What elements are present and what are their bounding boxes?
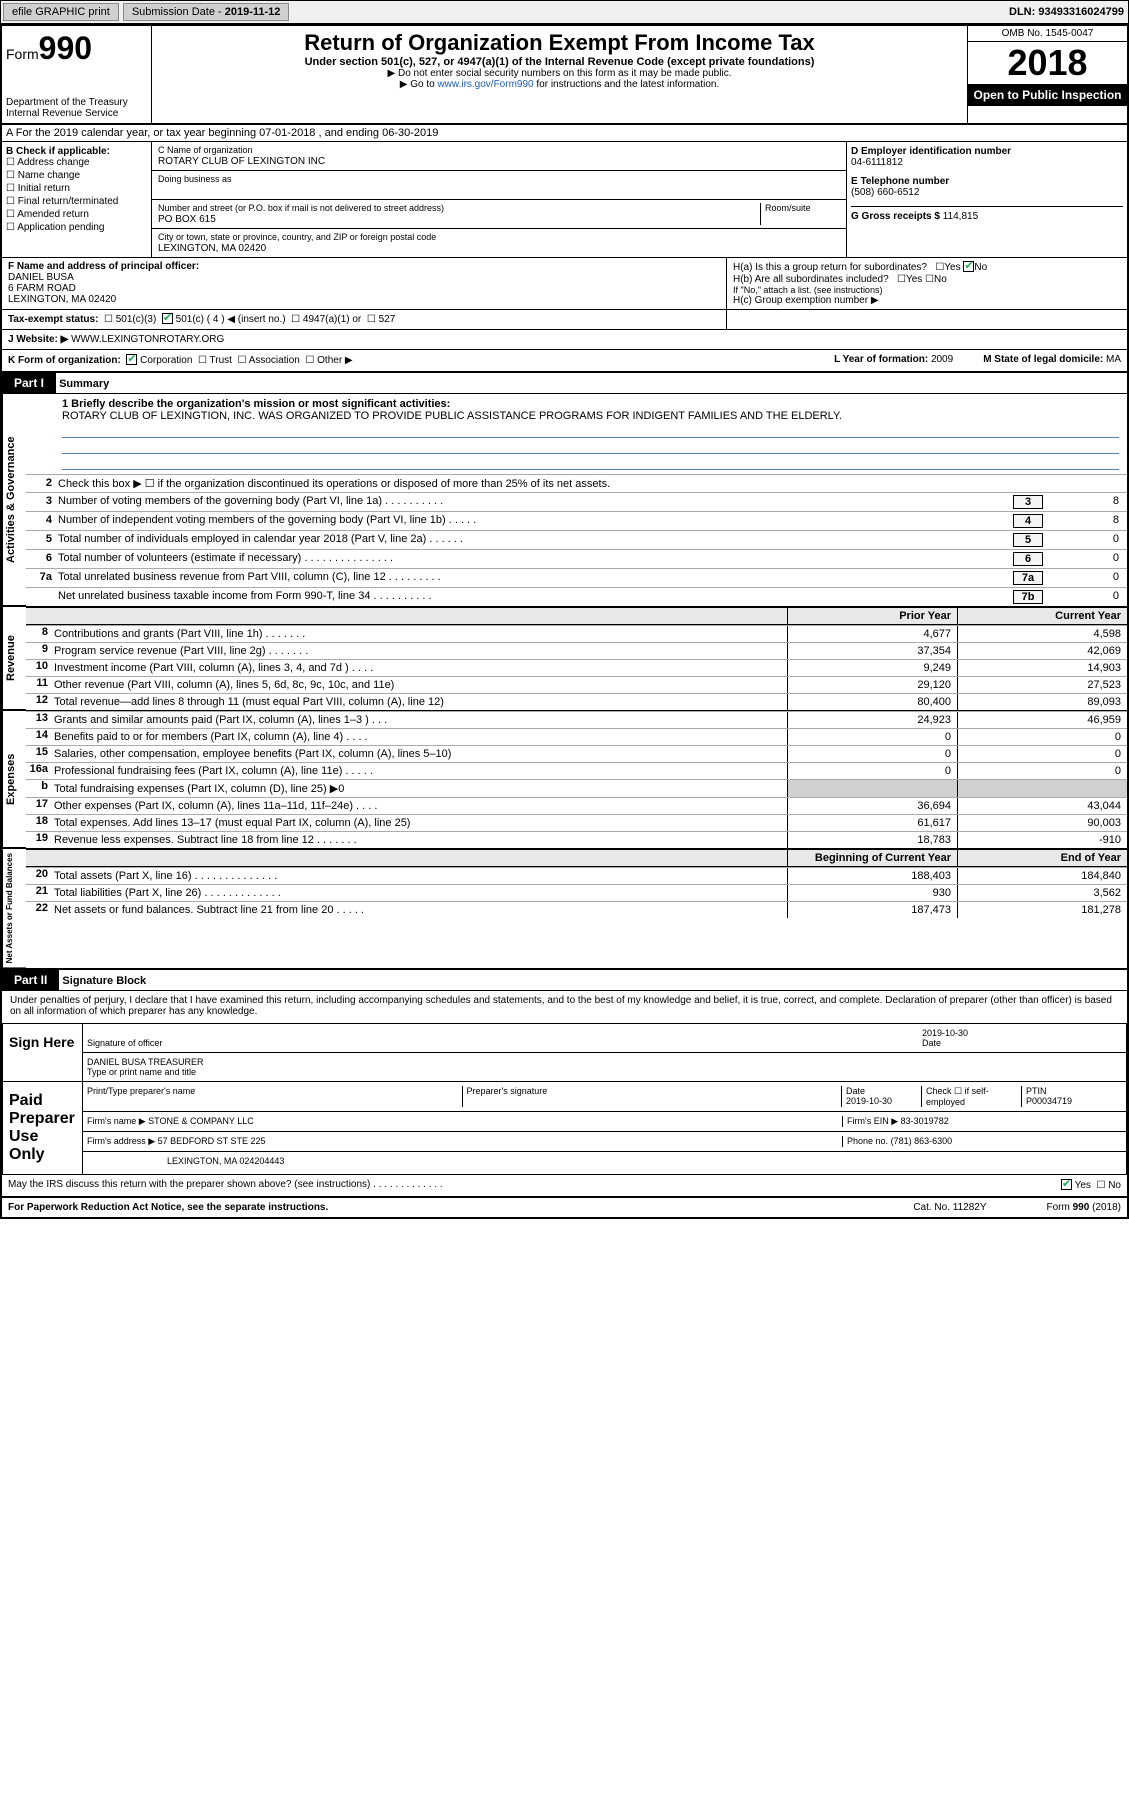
chk-name-change[interactable]: ☐ Name change [6, 170, 147, 181]
gov-line: 7aTotal unrelated business revenue from … [26, 568, 1127, 587]
signer-name: DANIEL BUSA TREASURER [87, 1057, 204, 1067]
row-fh: F Name and address of principal officer:… [2, 258, 1127, 310]
ha-no-checkbox[interactable] [963, 261, 974, 272]
data-line: 20Total assets (Part X, line 16) . . . .… [26, 867, 1127, 884]
data-line: 19Revenue less expenses. Subtract line 1… [26, 831, 1127, 848]
row-i: Tax-exempt status: ☐ 501(c)(3) 501(c) ( … [2, 310, 1127, 330]
form-number: Form990 [6, 30, 147, 67]
501c4-checkbox[interactable] [162, 313, 173, 324]
org-street: PO BOX 615 [158, 214, 216, 225]
sign-here-block: Sign Here Signature of officer2019-10-30… [2, 1023, 1127, 1082]
firm-ein: 83-3019782 [901, 1116, 949, 1126]
summary-section: Activities & Governance 1 Briefly descri… [2, 394, 1127, 606]
paid-preparer-block: Paid Preparer Use Only Print/Type prepar… [2, 1082, 1127, 1175]
phone: (508) 660-6512 [851, 187, 919, 198]
data-line: 17Other expenses (Part IX, column (A), l… [26, 797, 1127, 814]
sig-declaration: Under penalties of perjury, I declare th… [2, 991, 1127, 1021]
ein: 04-6111812 [851, 157, 903, 168]
open-public-badge: Open to Public Inspection [968, 84, 1127, 106]
firm-name: STONE & COMPANY LLC [148, 1116, 254, 1126]
data-line: 8Contributions and grants (Part VIII, li… [26, 625, 1127, 642]
ptin: P00034719 [1026, 1096, 1072, 1106]
chk-amended[interactable]: ☐ Amended return [6, 209, 147, 220]
efile-topbar: efile GRAPHIC print Submission Date - 20… [0, 0, 1129, 24]
ssn-note: ▶ Do not enter social security numbers o… [156, 68, 963, 79]
goto-note: ▶ Go to www.irs.gov/Form990 for instruct… [156, 79, 963, 90]
vtab-netassets: Net Assets or Fund Balances [2, 849, 26, 968]
dln: DLN: 93493316024799 [1009, 6, 1128, 18]
mission-text: ROTARY CLUB OF LEXINGTION, INC. WAS ORGA… [62, 410, 842, 422]
gov-line: Net unrelated business taxable income fr… [26, 587, 1127, 606]
omb-number: OMB No. 1545-0047 [968, 26, 1127, 42]
form-subtitle: Under section 501(c), 527, or 4947(a)(1)… [156, 56, 963, 68]
form990-link[interactable]: www.irs.gov/Form990 [437, 79, 533, 90]
chk-initial-return[interactable]: ☐ Initial return [6, 183, 147, 194]
data-line: 14Benefits paid to or for members (Part … [26, 728, 1127, 745]
org-name: ROTARY CLUB OF LEXINGTON INC [158, 156, 325, 167]
year-formation: L Year of formation: 2009 [834, 354, 953, 367]
data-line: 18Total expenses. Add lines 13–17 (must … [26, 814, 1127, 831]
row-j: J Website: ▶ WWW.LEXINGTONROTARY.ORG [2, 330, 1127, 350]
part2-header: Part II Signature Block [2, 970, 1127, 991]
gov-line: 2Check this box ▶ ☐ if the organization … [26, 474, 1127, 492]
data-line: 22Net assets or fund balances. Subtract … [26, 901, 1127, 918]
h-c: H(c) Group exemption number ▶ [733, 295, 1121, 306]
data-line: 9Program service revenue (Part VIII, lin… [26, 642, 1127, 659]
data-line: 16aProfessional fundraising fees (Part I… [26, 762, 1127, 779]
website: WWW.LEXINGTONROTARY.ORG [71, 334, 224, 345]
gov-line: 5Total number of individuals employed in… [26, 530, 1127, 549]
data-line: 15Salaries, other compensation, employee… [26, 745, 1127, 762]
col-d-ein: D Employer identification number04-61118… [847, 142, 1127, 257]
discuss-yes-checkbox[interactable] [1061, 1179, 1072, 1190]
discuss-row: May the IRS discuss this return with the… [2, 1175, 1127, 1197]
form-version: Form 990 (2018) [1047, 1202, 1121, 1213]
officer-name: DANIEL BUSA [8, 272, 74, 283]
data-line: 10Investment income (Part VIII, column (… [26, 659, 1127, 676]
data-line: 11Other revenue (Part VIII, column (A), … [26, 676, 1127, 693]
gov-line: 3Number of voting members of the governi… [26, 492, 1127, 511]
vtab-revenue: Revenue [2, 607, 26, 710]
gov-line: 6Total number of volunteers (estimate if… [26, 549, 1127, 568]
h-a: H(a) Is this a group return for subordin… [733, 261, 1121, 274]
row-a-period: A For the 2019 calendar year, or tax yea… [2, 125, 1127, 142]
firm-phone: (781) 863-6300 [891, 1136, 953, 1146]
data-line: 12Total revenue—add lines 8 through 11 (… [26, 693, 1127, 710]
vtab-governance: Activities & Governance [2, 394, 26, 606]
vtab-expenses: Expenses [2, 711, 26, 848]
tax-year: 2018 [968, 42, 1127, 84]
form-header: Form990 Department of the Treasury Inter… [2, 26, 1127, 125]
mission-block: 1 Briefly describe the organization's mi… [26, 394, 1127, 474]
gross-receipts: 114,815 [943, 211, 978, 222]
org-city: LEXINGTON, MA 02420 [158, 243, 266, 254]
data-line: bTotal fundraising expenses (Part IX, co… [26, 779, 1127, 797]
block-bcd: B Check if applicable: ☐ Address change … [2, 142, 1127, 258]
chk-final-return[interactable]: ☐ Final return/terminated [6, 196, 147, 207]
submission-date: Submission Date - 2019-11-12 [123, 3, 290, 21]
gov-line: 4Number of independent voting members of… [26, 511, 1127, 530]
chk-address-change[interactable]: ☐ Address change [6, 157, 147, 168]
state-domicile: M State of legal domicile: MA [983, 354, 1121, 367]
chk-pending[interactable]: ☐ Application pending [6, 222, 147, 233]
col-b-checkboxes: B Check if applicable: ☐ Address change … [2, 142, 152, 257]
form-frame: Form990 Department of the Treasury Inter… [0, 24, 1129, 1219]
form-title: Return of Organization Exempt From Incom… [156, 30, 963, 56]
data-line: 13Grants and similar amounts paid (Part … [26, 711, 1127, 728]
form-footer: For Paperwork Reduction Act Notice, see … [2, 1197, 1127, 1217]
corp-checkbox[interactable] [126, 354, 137, 365]
efile-print-button[interactable]: efile GRAPHIC print [3, 3, 119, 21]
data-line: 21Total liabilities (Part X, line 26) . … [26, 884, 1127, 901]
h-b: H(b) Are all subordinates included? ☐Yes… [733, 274, 1121, 285]
dept-treasury: Department of the Treasury Internal Reve… [6, 97, 147, 119]
col-c-org: C Name of organizationROTARY CLUB OF LEX… [152, 142, 847, 257]
row-k: K Form of organization: Corporation ☐ Tr… [2, 350, 1127, 373]
part1-header: Part I Summary [2, 373, 1127, 394]
